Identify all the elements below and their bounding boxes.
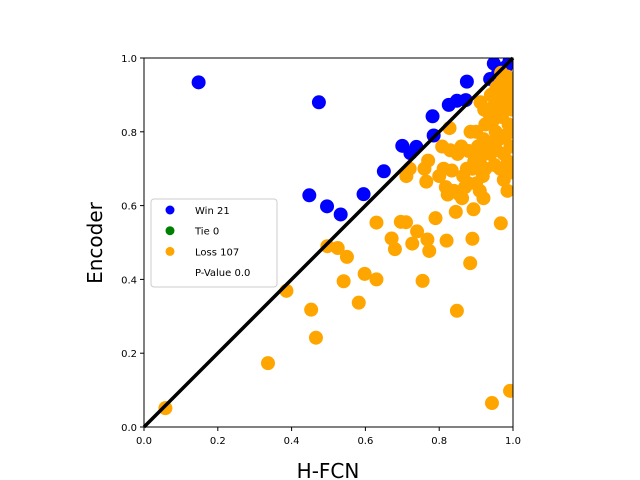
point-2-13	[384, 231, 399, 246]
legend-marker-2	[165, 246, 175, 256]
point-2-98	[496, 172, 511, 187]
point-0-1	[311, 95, 326, 110]
point-2-94	[478, 161, 493, 176]
point-2-46	[466, 202, 481, 217]
legend-label-1: Tie 0	[194, 227, 219, 238]
point-2-25	[420, 232, 435, 247]
point-2-99	[500, 183, 513, 198]
point-2-6	[330, 241, 345, 256]
point-2-60	[484, 396, 499, 411]
point-2-100	[450, 146, 465, 161]
axes: 0.0 0.2 0.4 0.6 0.8 1.0 0.0 0.2 0.4 0.6 0.8 1.0	[121, 54, 521, 447]
point-2-0	[158, 401, 173, 416]
legend-box	[150, 198, 278, 288]
legend-label-0: Win 21	[195, 206, 230, 217]
x-tick-label-0: 0.0	[136, 436, 152, 447]
point-2-8	[339, 249, 354, 264]
plot-area	[142, 56, 515, 429]
x-tick-label-5: 1.0	[505, 436, 521, 447]
axes-frame	[143, 57, 514, 428]
point-2-26	[422, 243, 437, 258]
point-2-97	[493, 161, 508, 176]
point-2-7	[336, 274, 351, 289]
legend-label-3: P-Value 0.0	[195, 268, 250, 279]
legend-marker-1	[165, 226, 175, 236]
point-2-10	[357, 266, 372, 281]
x-axis-title: H-FCN	[297, 459, 360, 480]
x-tick-label-2: 0.4	[284, 436, 300, 447]
y-tick-label-5: 1.0	[121, 54, 137, 65]
point-2-88	[505, 84, 513, 99]
point-2-86	[504, 102, 513, 117]
point-2-106	[476, 191, 491, 206]
point-2-24	[421, 153, 436, 168]
point-0-0	[191, 75, 206, 90]
point-2-45	[465, 231, 480, 246]
point-0-6	[376, 164, 391, 179]
point-2-89	[463, 124, 478, 139]
point-2-38	[448, 204, 463, 219]
y-tick-label-4: 0.8	[121, 128, 137, 139]
point-2-14	[387, 242, 402, 257]
y-tick-label-0: 0.0	[121, 423, 137, 434]
point-2-5	[320, 239, 335, 254]
y-tick-label-2: 0.4	[121, 275, 137, 286]
point-2-96	[489, 143, 504, 158]
point-0-2	[302, 188, 317, 203]
legend-marker-3	[165, 267, 175, 277]
point-2-44	[463, 256, 478, 271]
point-2-3	[304, 302, 319, 317]
point-2-27	[428, 211, 443, 226]
point-0-15	[459, 74, 474, 89]
point-2-83	[503, 139, 513, 154]
point-2-4	[308, 330, 323, 345]
point-2-9	[351, 295, 366, 310]
point-2-16	[398, 215, 413, 230]
legend-marker-0	[165, 205, 175, 215]
point-2-19	[405, 236, 420, 251]
point-2-20	[410, 224, 425, 239]
point-2-12	[369, 215, 384, 230]
point-2-32	[439, 233, 454, 248]
point-2-36	[444, 163, 459, 178]
x-tick-label-3: 0.6	[357, 436, 373, 447]
point-2-41	[455, 191, 470, 206]
point-2-39	[449, 303, 464, 318]
point-2-103	[465, 161, 480, 176]
y-tick-label-3: 0.6	[121, 202, 137, 213]
point-2-93	[474, 146, 489, 161]
legend-label-2: Loss 107	[195, 247, 239, 258]
y-tick-label-1: 0.2	[121, 349, 137, 360]
point-0-4	[333, 207, 348, 222]
point-2-21	[415, 273, 430, 288]
point-2-70	[493, 216, 508, 231]
point-0-3	[320, 199, 335, 214]
point-2-1	[260, 356, 275, 371]
point-2-82	[503, 383, 513, 398]
points-group	[158, 58, 513, 416]
point-0-10	[425, 109, 440, 124]
point-2-87	[505, 124, 513, 139]
x-tick-label-4: 0.8	[431, 436, 447, 447]
diagonal-line	[142, 56, 515, 429]
legend: Win 21 Tie 0 Loss 107 P-Value 0.0	[150, 198, 278, 288]
x-tick-label-1: 0.2	[210, 436, 226, 447]
y-axis-title: Encoder	[83, 201, 107, 284]
point-2-23	[419, 174, 434, 189]
point-0-5	[356, 187, 371, 202]
point-2-11	[369, 272, 384, 287]
